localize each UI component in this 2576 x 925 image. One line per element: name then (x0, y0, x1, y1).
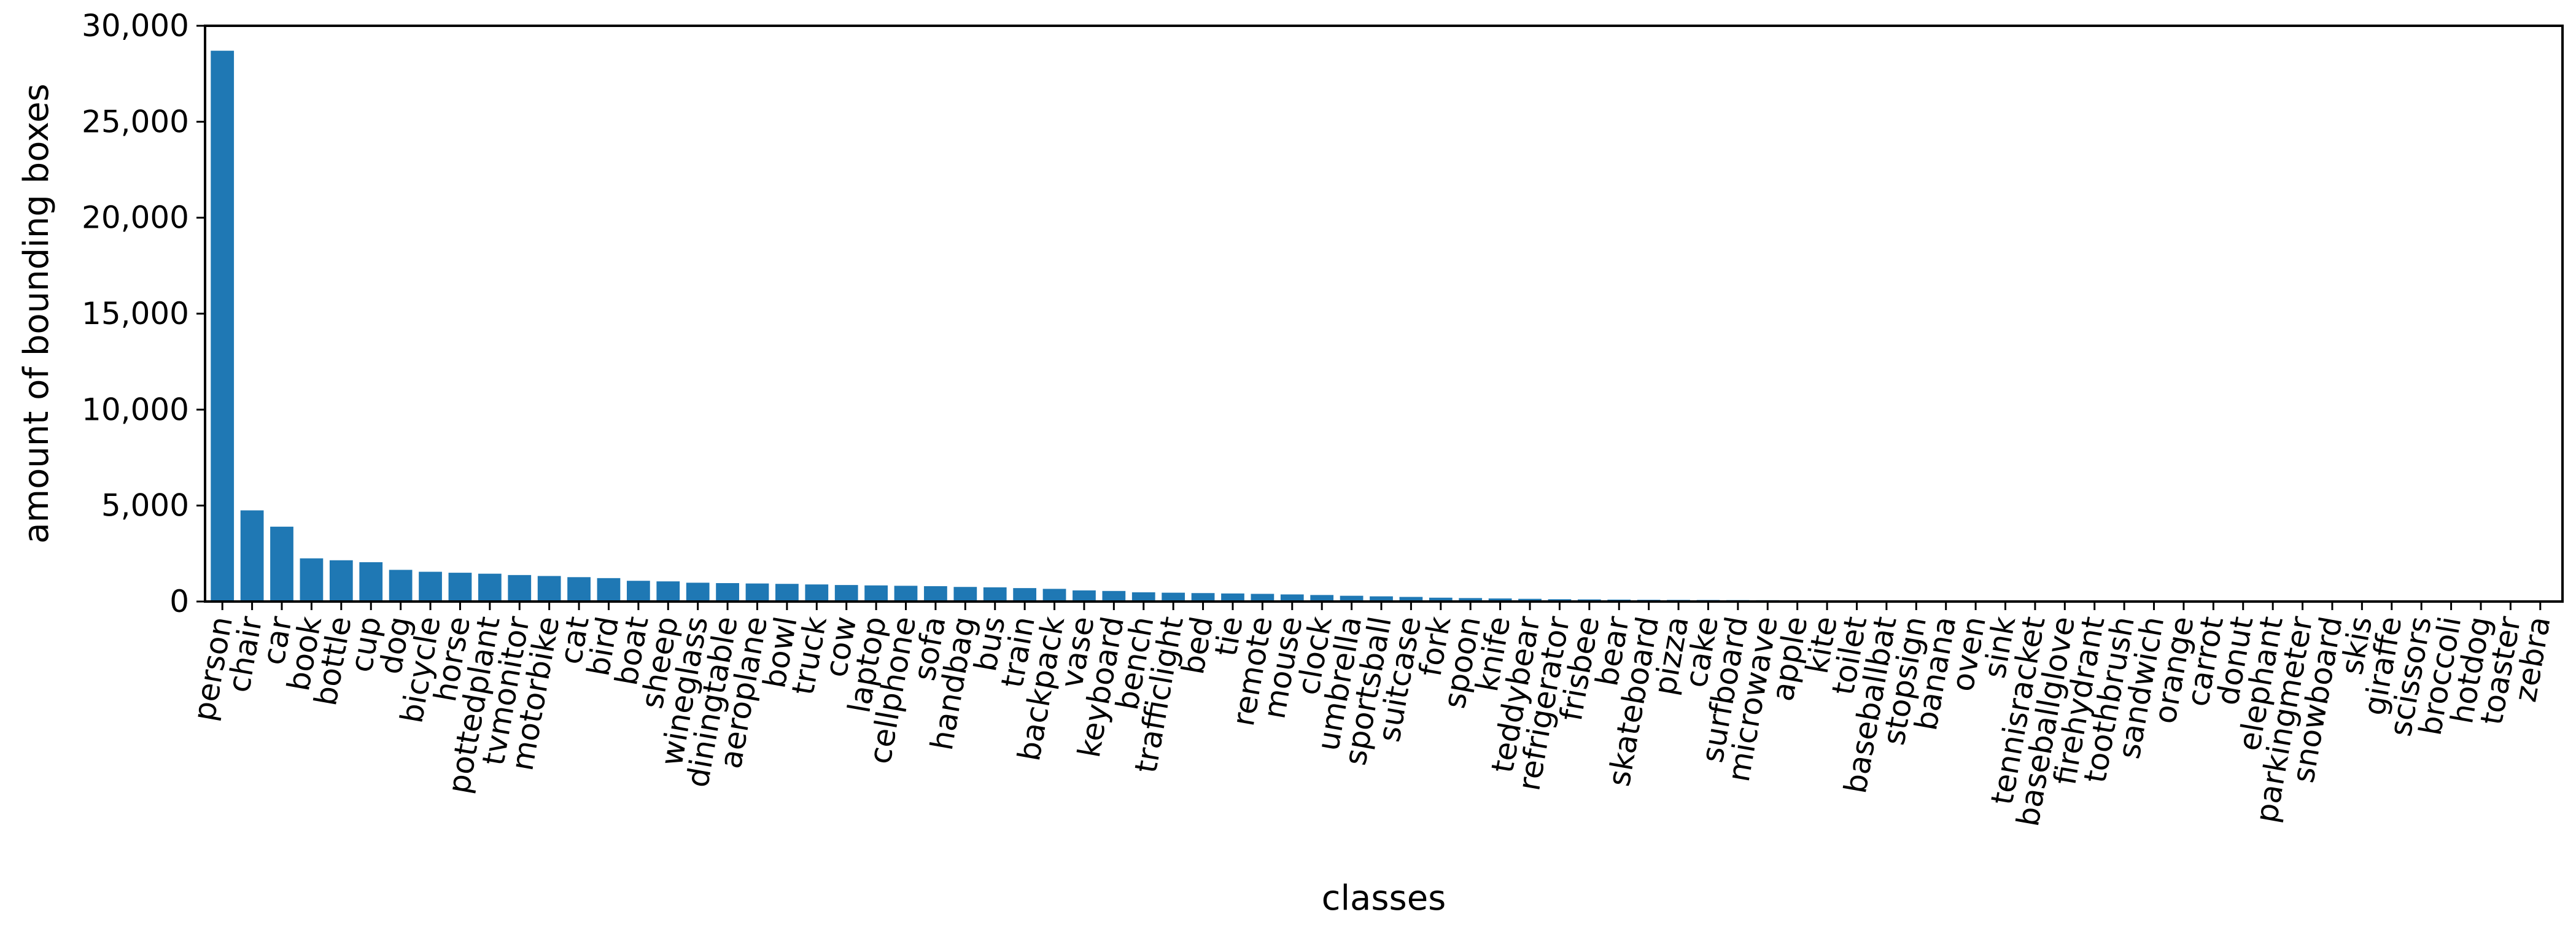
bar-spoon (1459, 598, 1483, 602)
bar-aeroplane (745, 583, 769, 602)
y-tick-label: 5,000 (101, 488, 189, 524)
bar-clock (1310, 595, 1334, 602)
bar-handbag (953, 587, 977, 602)
bar-motorbike (537, 576, 561, 602)
bar-dog (389, 570, 413, 602)
bar-cellphone (894, 586, 918, 602)
bar-keyboard (1102, 590, 1126, 602)
bar-person (211, 50, 235, 602)
bar-backpack (1042, 589, 1066, 602)
bar-chair (240, 510, 264, 602)
x-tick-label: car (255, 614, 299, 668)
bar-cup (359, 562, 383, 602)
bar-cow (834, 585, 858, 602)
bar-bicycle (419, 571, 442, 602)
bar-mouse (1280, 594, 1304, 602)
y-tick-label: 30,000 (82, 8, 189, 44)
plot-frame (204, 25, 2564, 603)
bar-bowl (775, 584, 799, 602)
bar-suitcase (1399, 597, 1423, 602)
bar-truck (805, 584, 829, 602)
y-tick-label: 10,000 (82, 392, 189, 427)
bar-sofa (924, 586, 947, 602)
bar-bottle (329, 560, 353, 602)
x-tick-label: tie (1208, 614, 1250, 659)
y-tick-label: 0 (169, 584, 189, 619)
x-tick-label: cat (553, 614, 596, 667)
y-axis-ticks: 0 5,000 10,000 15,000 20,000 25,000 30,000 (82, 8, 205, 619)
y-axis-title: amount of bounding boxes (17, 83, 56, 544)
bar-laptop (864, 585, 888, 602)
bar-car (270, 527, 293, 602)
bar-tvmonitor (508, 575, 532, 602)
bar-knife (1488, 598, 1512, 602)
bar-train (1013, 588, 1037, 602)
bar-tie (1221, 593, 1244, 602)
y-tick-label: 25,000 (82, 104, 189, 139)
bar-bird (597, 578, 621, 602)
bar-bus (983, 587, 1007, 602)
bar-diningtable (716, 582, 739, 602)
bar-sheep (656, 581, 680, 602)
x-axis-ticks: personchaircarbookbottlecupdogbicyclehor… (186, 602, 2558, 829)
bar-remote (1251, 594, 1274, 602)
bars (211, 50, 2552, 602)
bar-trafficlight (1162, 592, 1185, 602)
bar-bed (1191, 593, 1215, 602)
bar-sportsball (1370, 596, 1393, 602)
bar-bench (1131, 592, 1155, 602)
bar-wineglass (686, 582, 710, 602)
bar-fork (1429, 597, 1453, 602)
y-tick-label: 15,000 (82, 296, 189, 331)
bar-umbrella (1340, 595, 1364, 602)
bar-horse (448, 573, 472, 602)
bar-cat (567, 577, 591, 602)
bar-book (300, 558, 324, 602)
x-axis-title: classes (1322, 878, 1446, 918)
bar-teddybear (1518, 598, 1542, 602)
bar-pottedplant (478, 573, 502, 602)
y-tick-label: 20,000 (82, 200, 189, 236)
bar-boat (626, 581, 650, 602)
bar-vase (1073, 590, 1096, 602)
